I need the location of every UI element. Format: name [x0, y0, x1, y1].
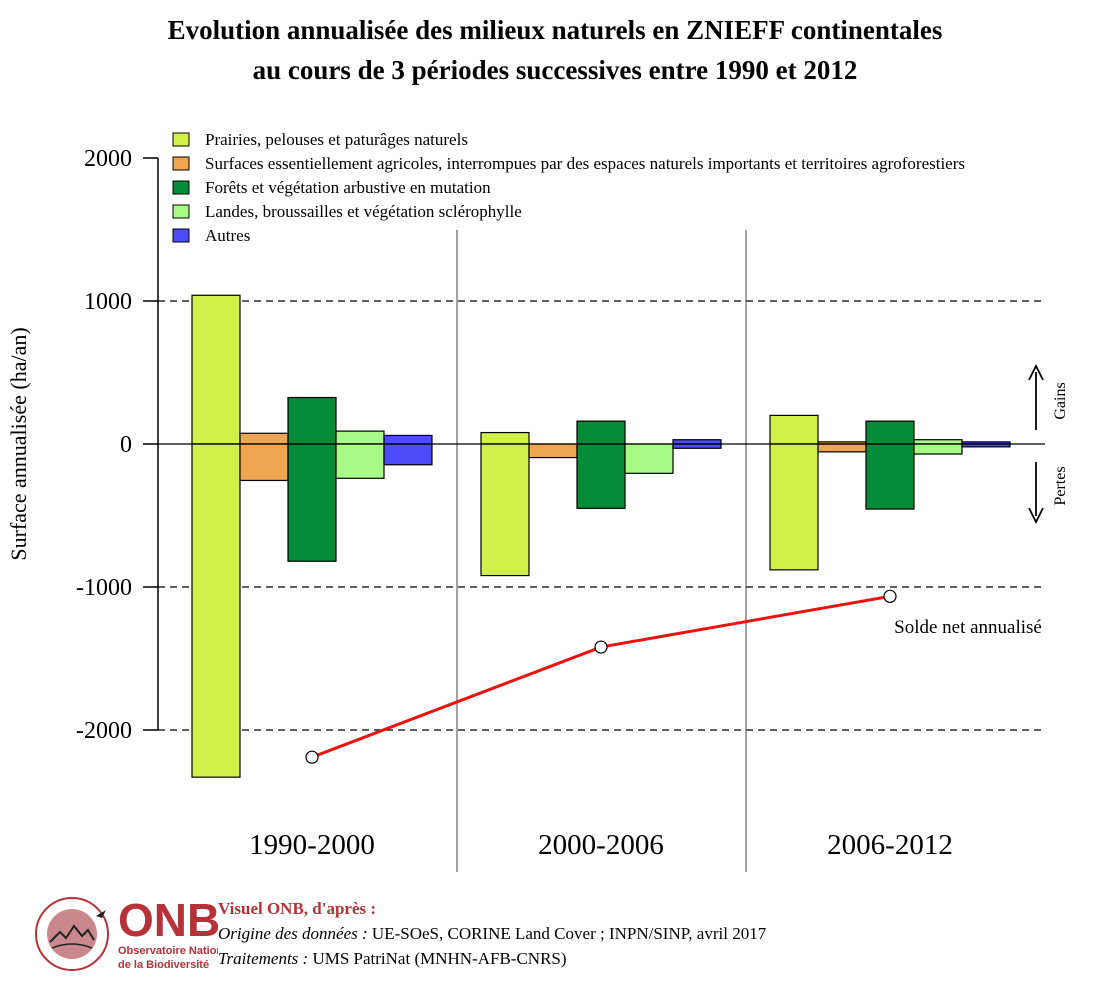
legend-label-3: Landes, broussailles et végétation sclér…	[205, 202, 522, 221]
net-balance-point-0	[305, 750, 319, 764]
x-category-labels: 1990-2000 2000-2006 2006-2012	[249, 829, 953, 861]
bar-gain-s0-c2	[769, 414, 819, 445]
y-tick-label-2: 0	[120, 432, 132, 458]
credits: Visuel ONB, d'après : Origine des donnée…	[218, 896, 766, 971]
x-category-label-0: 1990-2000	[249, 829, 375, 861]
gains-pertes-annotation: Gains Pertes	[1028, 363, 1069, 525]
credits-treatment-value: UMS PatriNat (MNHN-AFB-CNRS)	[308, 949, 567, 968]
bar-chart: 2000 1000 0 -1000 -2000 1990-2000 2000-2006 20…	[6, 130, 1069, 872]
legend-label-1: Surfaces essentiellement agricoles, inte…	[205, 154, 965, 173]
legend-swatch-4	[172, 228, 190, 243]
bar-gain-s4-c1	[672, 439, 722, 445]
legend-swatch-1	[172, 156, 190, 171]
pertes-label: Pertes	[1052, 466, 1069, 505]
gains-arrow-head	[1028, 363, 1044, 381]
legend: Prairies, pelouses et paturâges naturels…	[172, 130, 965, 245]
bar-loss-s1-c1	[528, 443, 578, 459]
legend-swatch-0	[172, 132, 190, 147]
chart-title-line1: Evolution annualisée des milieux naturel…	[167, 15, 943, 45]
bar-gain-s3-c0	[335, 430, 385, 445]
bar-loss-s3-c0	[335, 443, 385, 479]
bar-loss-s0-c2	[769, 443, 819, 571]
onb-subtitle-1: Observatoire National	[118, 945, 218, 957]
bar-gain-s2-c1	[576, 420, 626, 445]
net-balance-point-2	[883, 589, 897, 603]
x-category-label-2: 2006-2012	[827, 829, 953, 861]
net-balance-label: Solde net annualisé	[894, 617, 1042, 638]
y-axis-label: Surface annualisée (ha/an)	[6, 327, 31, 560]
net-balance-point-1	[594, 640, 608, 654]
legend-swatch-3	[172, 204, 190, 219]
onb-wordmark-text: ONB	[118, 894, 218, 946]
chart-title-line2: au cours de 3 périodes successives entre…	[252, 55, 858, 85]
bar-loss-s0-c1	[480, 443, 530, 577]
credits-origin-value: UE-SOeS, CORINE Land Cover ; INPN/SINP, …	[367, 924, 767, 943]
y-axis: 2000 1000 0 -1000 -2000	[76, 146, 159, 744]
grid-lines	[158, 300, 1045, 731]
bars	[191, 294, 1011, 778]
footer: ONB Observatoire National de la Biodiver…	[32, 892, 1082, 982]
bar-loss-s1-c2	[817, 443, 867, 453]
legend-label-2: Forêts et végétation arbustive en mutati…	[205, 178, 491, 197]
y-tick-label-1: 1000	[84, 289, 132, 315]
credits-origin: Origine des données : UE-SOeS, CORINE La…	[218, 921, 766, 946]
bar-gain-s4-c0	[383, 434, 433, 445]
onb-subtitle-2: de la Biodiversité	[118, 959, 209, 971]
bar-gain-s0-c1	[480, 431, 530, 445]
credits-origin-label: Origine des données :	[218, 924, 368, 943]
bar-loss-s3-c1	[624, 443, 674, 474]
y-tick-label-4: -2000	[76, 718, 132, 744]
bar-loss-s0-c0	[191, 443, 241, 778]
bar-gain-s0-c0	[191, 294, 241, 445]
bar-loss-s2-c1	[576, 443, 626, 509]
pertes-arrow-head	[1028, 507, 1044, 525]
net-balance-series	[305, 589, 897, 764]
period-separators	[456, 230, 747, 872]
bar-loss-s2-c2	[865, 443, 915, 510]
onb-logo-icon	[35, 897, 109, 971]
bar-loss-s4-c0	[383, 443, 433, 466]
gains-label: Gains	[1052, 382, 1069, 419]
legend-label-4: Autres	[205, 226, 250, 245]
bar-loss-s3-c2	[913, 443, 963, 455]
credits-treatment: Traitements : UMS PatriNat (MNHN-AFB-CNR…	[218, 946, 766, 971]
bar-loss-s1-c0	[239, 443, 289, 482]
bar-gain-s2-c2	[865, 420, 915, 445]
net-balance-line	[311, 594, 891, 759]
bar-loss-s2-c0	[287, 443, 337, 562]
y-tick-label-3: -1000	[76, 575, 132, 601]
x-category-label-1: 2000-2006	[538, 829, 664, 861]
bar-loss-s4-c1	[672, 443, 722, 449]
bar-gain-s2-c0	[287, 396, 337, 445]
credits-heading: Visuel ONB, d'après :	[218, 899, 377, 918]
legend-label-0: Prairies, pelouses et paturâges naturels	[205, 130, 468, 149]
onb-wordmark: ONB Observatoire National de la Biodiver…	[118, 894, 218, 971]
y-tick-label-0: 2000	[84, 146, 132, 172]
chart-title: Evolution annualisée des milieux naturel…	[0, 10, 1110, 90]
bar-gain-s3-c2	[913, 439, 963, 445]
bar-gain-s1-c0	[239, 432, 289, 445]
legend-swatch-2	[172, 180, 190, 195]
credits-treatment-label: Traitements :	[218, 949, 309, 968]
